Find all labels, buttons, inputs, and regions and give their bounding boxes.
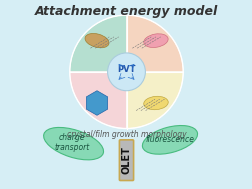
Wedge shape: [70, 72, 126, 129]
Ellipse shape: [85, 33, 109, 48]
Text: charge
transport: charge transport: [54, 133, 89, 152]
Ellipse shape: [43, 127, 103, 160]
FancyBboxPatch shape: [119, 140, 133, 180]
Ellipse shape: [143, 96, 168, 110]
Ellipse shape: [143, 34, 168, 47]
Text: OLET: OLET: [121, 146, 131, 174]
Text: Attachment energy model: Attachment energy model: [35, 5, 217, 18]
Wedge shape: [126, 15, 182, 72]
Text: fluorescence: fluorescence: [145, 135, 194, 144]
Wedge shape: [70, 15, 126, 72]
Text: PVT: PVT: [117, 65, 135, 74]
Circle shape: [107, 53, 145, 91]
Text: crystal/film growth morphology: crystal/film growth morphology: [67, 130, 185, 139]
Ellipse shape: [142, 125, 197, 154]
Wedge shape: [126, 72, 182, 129]
